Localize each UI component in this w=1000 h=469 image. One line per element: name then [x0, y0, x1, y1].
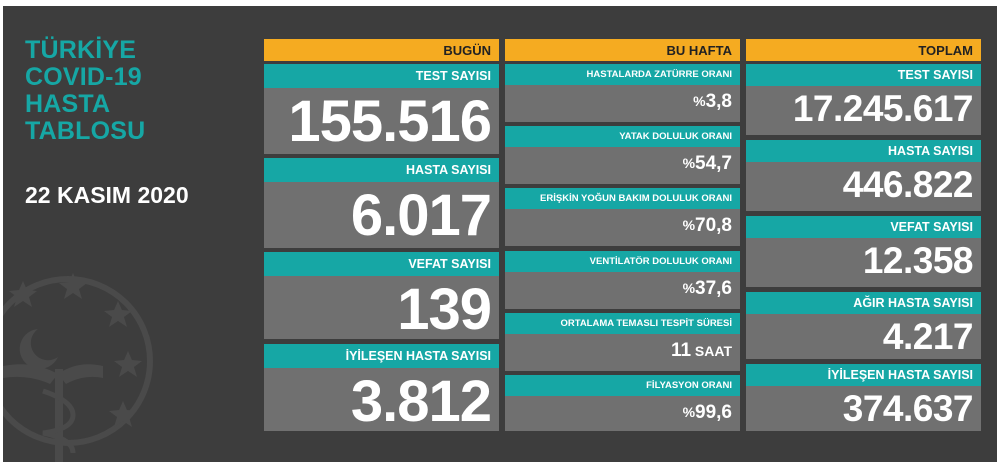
today-recovered-card: İYİLEŞEN HASTA SAYISI 3.812 — [264, 344, 499, 434]
total-header: TOPLAM — [746, 39, 981, 61]
card-label: YATAK DOLULUK ORANI — [505, 126, 740, 147]
title-line: TÜRKİYE — [25, 36, 137, 64]
week-ventilator-card: VENTİLATÖR DOLULUK ORANI %37,6 — [505, 251, 740, 309]
total-deaths-card: VEFAT SAYISI 12.358 — [746, 216, 981, 287]
value-number: 37,6 — [695, 278, 732, 299]
ministry-emblem-icon — [3, 273, 153, 462]
report-date: 22 KASIM 2020 — [25, 182, 189, 208]
card-value: %3,8 — [505, 85, 740, 119]
card-value: 155.516 — [288, 89, 492, 154]
today-cases-card: HASTA SAYISI 6.017 — [264, 158, 499, 248]
card-label: FİLYASYON ORANI — [505, 375, 740, 396]
percent-sign: % — [682, 217, 696, 233]
week-icu-card: ERİŞKİN YOĞUN BAKIM DOLULUK ORANI %70,8 — [505, 188, 740, 246]
card-value: 6.017 — [350, 183, 492, 248]
card-label: HASTA SAYISI — [746, 140, 981, 162]
value-number: 11 — [670, 340, 692, 361]
card-label: İYİLEŞEN HASTA SAYISI — [264, 344, 499, 368]
card-value: %99,6 — [505, 396, 740, 430]
title-line: COVID-19 — [25, 63, 142, 91]
card-label: VEFAT SAYISI — [264, 252, 499, 276]
card-value: %70,8 — [505, 209, 740, 243]
card-value: 12.358 — [862, 240, 974, 281]
card-value: 139 — [397, 277, 492, 342]
week-pneumonia-card: HASTALARDA ZATÜRRE ORANI %3,8 — [505, 64, 740, 122]
card-label: HASTALARDA ZATÜRRE ORANI — [505, 64, 740, 85]
total-test-card: TEST SAYISI 17.245.617 — [746, 64, 981, 135]
percent-sign: % — [693, 93, 706, 109]
value-unit: SAAT — [691, 343, 732, 359]
today-deaths-card: VEFAT SAYISI 139 — [264, 252, 499, 342]
page-title: TÜRKİYE COVID-19 HASTA TABLOSU — [25, 37, 145, 145]
today-test-card: TEST SAYISI 155.516 — [264, 64, 499, 154]
card-value: 3.812 — [350, 369, 492, 434]
week-bed-card: YATAK DOLULUK ORANI %54,7 — [505, 126, 740, 184]
card-value: 446.822 — [842, 164, 974, 205]
card-label: VEFAT SAYISI — [746, 216, 981, 238]
card-label: AĞIR HASTA SAYISI — [746, 292, 981, 314]
card-label: TEST SAYISI — [746, 64, 981, 86]
card-label: HASTA SAYISI — [264, 158, 499, 182]
value-number: 3,8 — [705, 91, 732, 112]
week-header: BU HAFTA — [505, 39, 740, 61]
percent-sign: % — [682, 404, 696, 420]
title-line: HASTA — [25, 90, 111, 118]
today-column: BUGÜN TEST SAYISI 155.516 HASTA SAYISI 6… — [264, 39, 499, 434]
total-recovered-card: İYİLEŞEN HASTA SAYISI 374.637 — [746, 364, 981, 431]
total-critical-card: AĞIR HASTA SAYISI 4.217 — [746, 292, 981, 359]
card-value: %37,6 — [505, 272, 740, 306]
total-column: TOPLAM TEST SAYISI 17.245.617 HASTA SAYI… — [746, 39, 981, 431]
percent-sign: % — [682, 280, 696, 296]
today-header: BUGÜN — [264, 39, 499, 61]
card-value: 11 SAAT — [505, 334, 740, 368]
percent-sign: % — [682, 155, 696, 171]
value-number: 54,7 — [695, 153, 732, 174]
value-number: 70,8 — [695, 215, 732, 236]
card-value: 4.217 — [882, 316, 974, 357]
week-filiation-card: FİLYASYON ORANI %99,6 — [505, 375, 740, 431]
card-label: TEST SAYISI — [264, 64, 499, 88]
dashboard-board: TÜRKİYE COVID-19 HASTA TABLOSU 22 KASIM … — [3, 6, 997, 462]
card-label: İYİLEŞEN HASTA SAYISI — [746, 364, 981, 386]
total-cases-card: HASTA SAYISI 446.822 — [746, 140, 981, 211]
week-contact-time-card: ORTALAMA TEMASLI TESPİT SÜRESİ 11 SAAT — [505, 313, 740, 371]
card-label: ERİŞKİN YOĞUN BAKIM DOLULUK ORANI — [505, 188, 740, 209]
week-column: BU HAFTA HASTALARDA ZATÜRRE ORANI %3,8 Y… — [505, 39, 740, 431]
card-value: %54,7 — [505, 147, 740, 181]
card-value: 374.637 — [842, 388, 974, 429]
card-value: 17.245.617 — [792, 88, 974, 129]
value-number: 99,6 — [695, 402, 732, 423]
card-label: VENTİLATÖR DOLULUK ORANI — [505, 251, 740, 272]
title-line: TABLOSU — [25, 117, 146, 145]
card-label: ORTALAMA TEMASLI TESPİT SÜRESİ — [505, 313, 740, 334]
